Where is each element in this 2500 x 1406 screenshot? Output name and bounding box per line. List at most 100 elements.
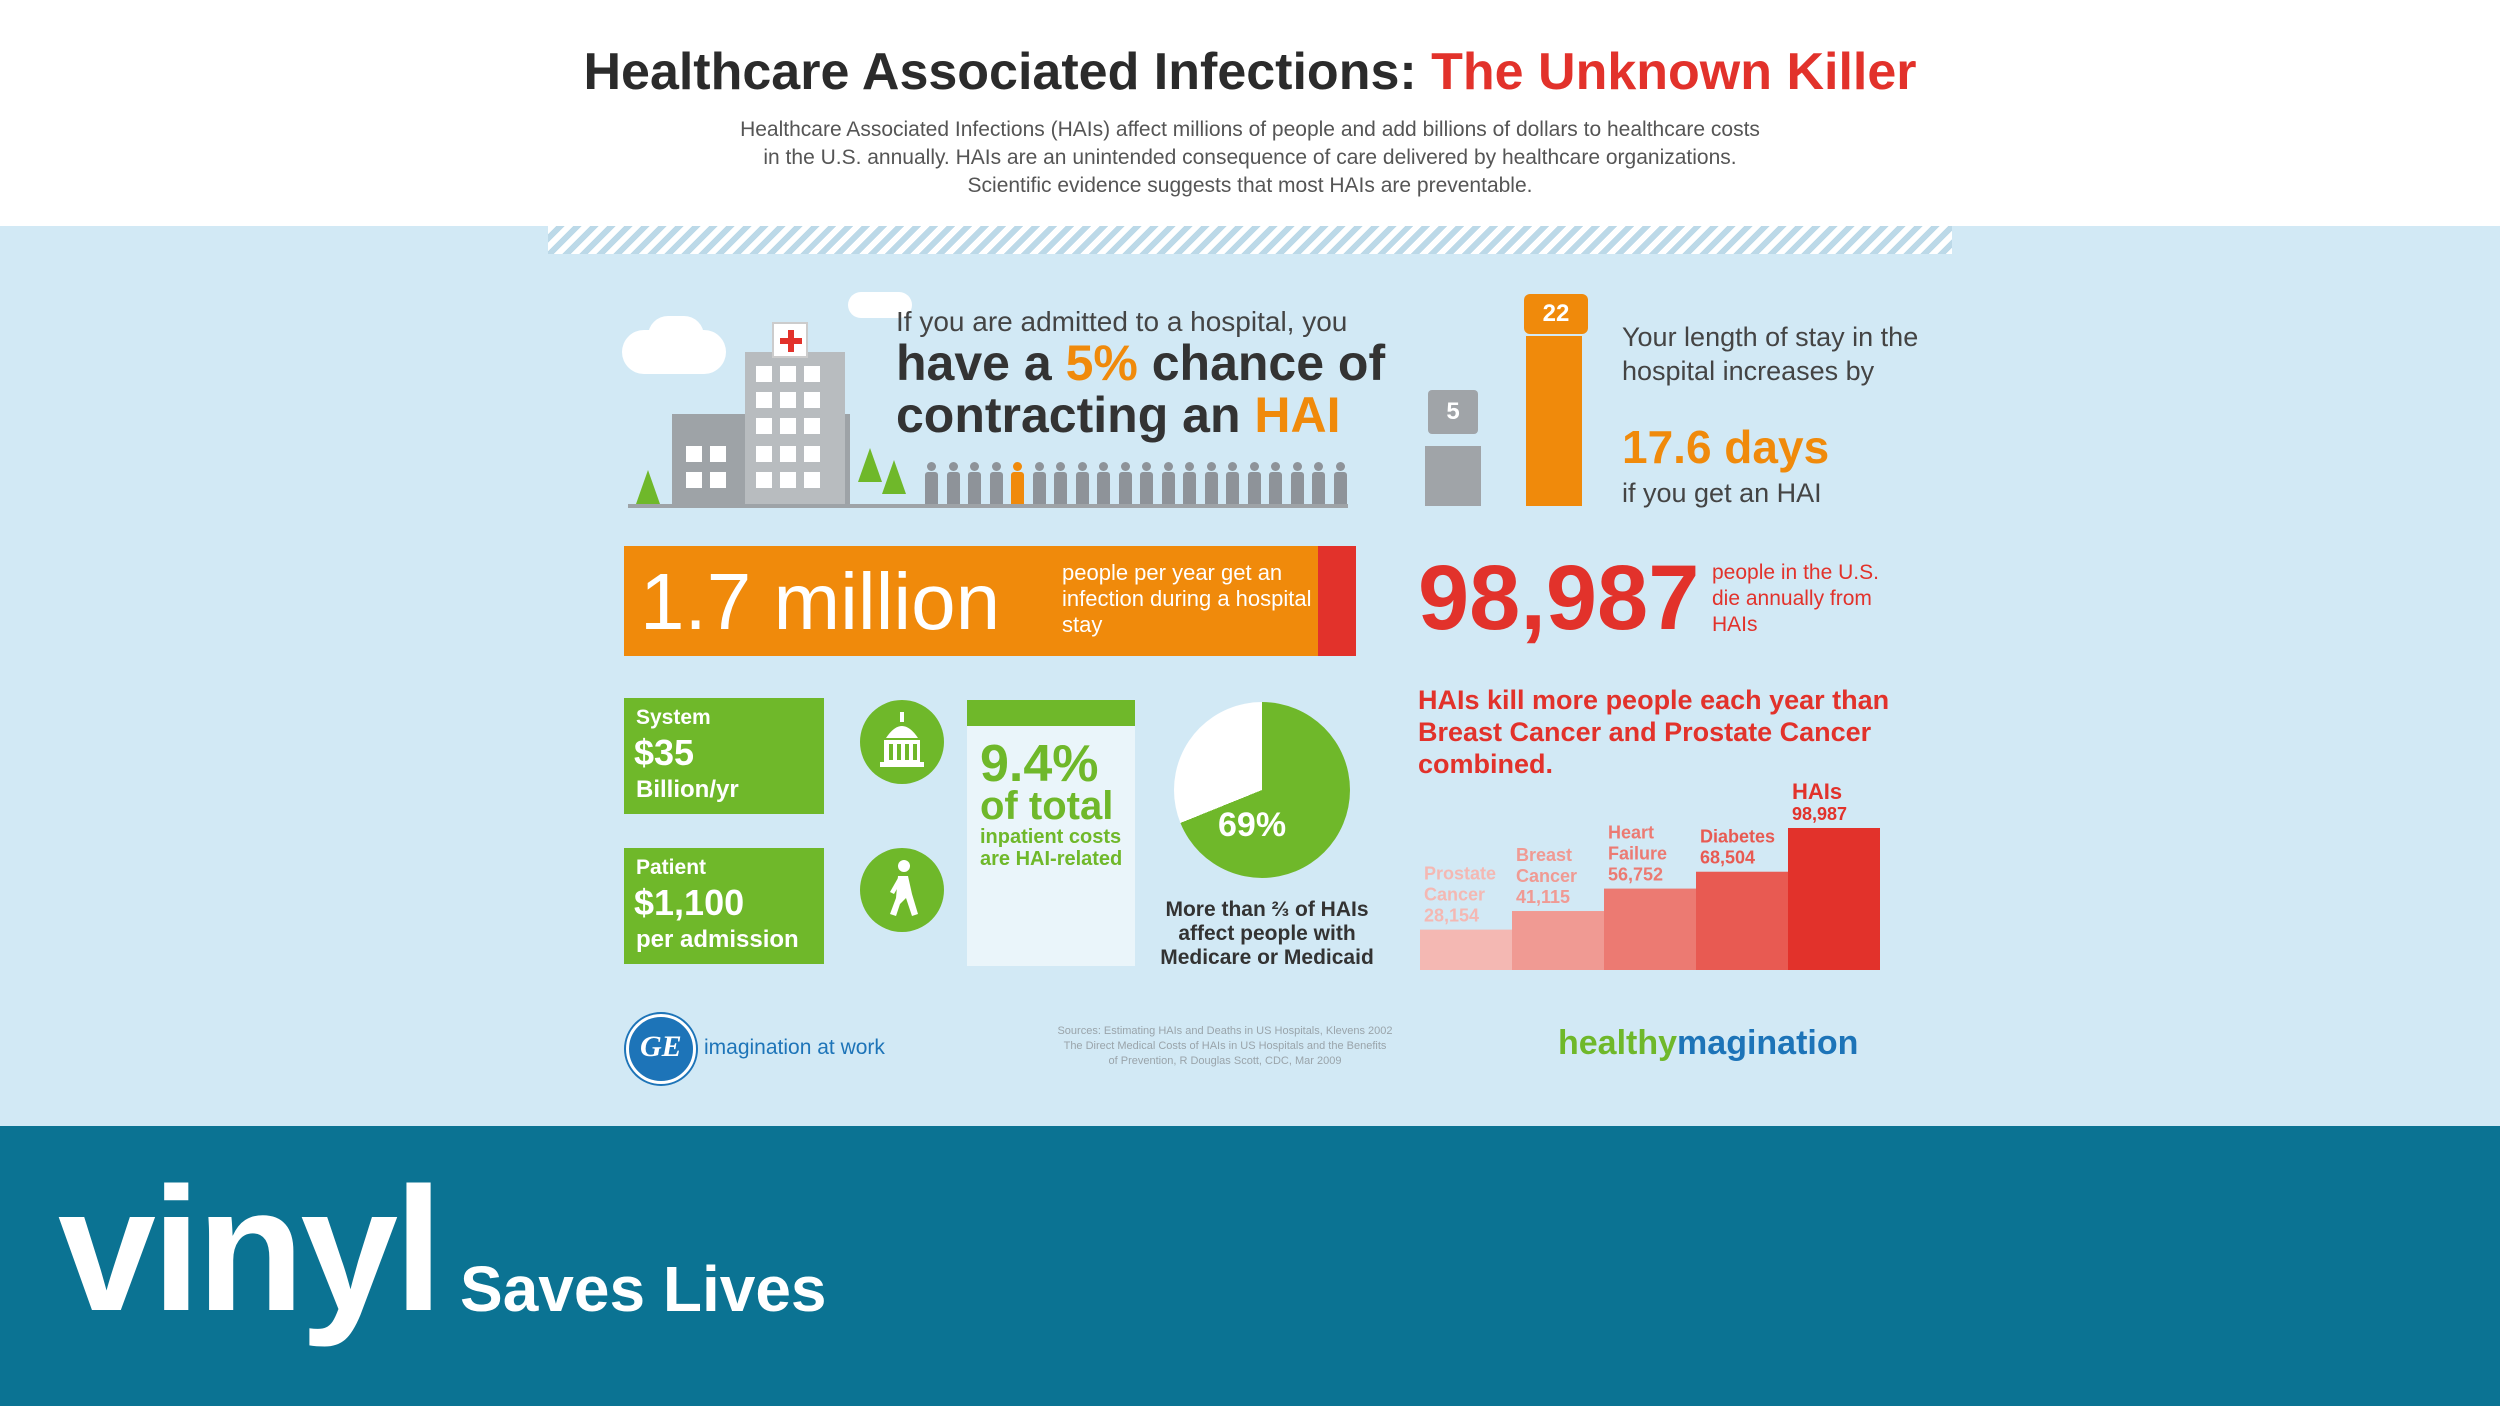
stay-text: Your length of stay in the hospital incr… (1622, 322, 1919, 386)
window (756, 366, 772, 382)
cloud-icon (648, 316, 704, 356)
ge-logo (626, 1014, 696, 1084)
bar-category-label: Breast (1516, 845, 1572, 865)
window (804, 446, 820, 462)
patient-cost-label: Patient (636, 856, 707, 879)
window (756, 392, 772, 408)
intro-line: Scientific evidence suggests that most H… (967, 174, 1533, 197)
bar-value-label: 28,154 (1424, 906, 1479, 926)
chance-hai: HAI (1254, 387, 1341, 443)
healthymagination-logo: healthymagination (1558, 1024, 1858, 1063)
sources-text: Sources: Estimating HAIs and Deaths in U… (1010, 1024, 1440, 1069)
tree-icon (858, 448, 882, 482)
stay-suffix: if you get an HAI (1622, 478, 1822, 508)
tree-icon (636, 470, 660, 504)
bar-prostate-cancer (1420, 929, 1512, 970)
person-icon (1139, 462, 1153, 504)
stay-before-bar (1425, 446, 1481, 506)
bar-category-label: Heart (1608, 823, 1654, 843)
inpatient-cost-card (967, 700, 1135, 966)
chance-text: have a (896, 335, 1066, 391)
title-main: Healthcare Associated Infections: (583, 43, 1432, 101)
window (804, 366, 820, 382)
window (780, 366, 796, 382)
vinyl-tagline: Saves Lives (460, 1253, 827, 1325)
intro-line: Healthcare Associated Infections (HAIs) … (740, 118, 1760, 141)
window (756, 472, 772, 488)
stay-days: 17.6 days (1622, 421, 1830, 473)
bar-category-label: Prostate (1424, 864, 1496, 884)
window (804, 472, 820, 488)
window (710, 446, 726, 462)
intro-line: in the U.S. annually. HAIs are an uninte… (763, 146, 1737, 169)
sources-line: Sources: Estimating HAIs and Deaths in U… (1057, 1025, 1393, 1037)
inpatient-cost-card-top (967, 700, 1135, 726)
medicare-pie-label: 69% (1218, 806, 1287, 844)
infections-number: 1.7 million (640, 557, 1001, 646)
person-icon (989, 462, 1003, 504)
person-icon (1225, 462, 1239, 504)
sources-line: of Prevention, R Douglas Scott, CDC, Mar… (1108, 1055, 1342, 1067)
infographic-header: Healthcare Associated Infections: The Un… (0, 0, 2500, 226)
bar-value-label: 41,115 (1516, 887, 1570, 907)
ge-logo-mark: GE (640, 1030, 682, 1063)
vinyl-brand: vinyl (58, 1152, 443, 1348)
tree-icon (882, 460, 906, 494)
window (804, 418, 820, 434)
deaths-text: people in the U.S. die annually from HAI… (1712, 561, 1879, 636)
bar-breast-cancer (1512, 911, 1604, 970)
system-cost-label: System (636, 706, 711, 729)
bar-value-label: 56,752 (1608, 865, 1663, 885)
stripe-divider (548, 226, 1952, 254)
cloud-icon (848, 292, 912, 318)
person-icon (1010, 462, 1024, 504)
ground-line (628, 504, 1348, 508)
bar-diabetes (1696, 871, 1788, 970)
infections-accent (1318, 546, 1356, 656)
chance-headline-2: contracting an HAI (896, 386, 1340, 444)
infographic-title: Healthcare Associated Infections: The Un… (0, 42, 2500, 102)
magination-text: magination (1677, 1024, 1859, 1062)
title-highlight: The Unknown Killer (1431, 43, 1917, 101)
capitol-icon (860, 700, 944, 784)
deaths-comparison-chart: ProstateCancer28,154BreastCancer41,115He… (1420, 779, 1880, 970)
bar-category-label: Failure (1608, 844, 1667, 864)
person-icon (1075, 462, 1089, 504)
chance-headline: have a 5% chance of (896, 334, 1385, 392)
bar-category-label: Cancer (1424, 885, 1485, 905)
person-icon (1032, 462, 1046, 504)
stay-after-bar (1526, 336, 1582, 506)
system-cost-unit: Billion/yr (636, 776, 739, 803)
window (756, 446, 772, 462)
stay-before-tag: 5 (1428, 390, 1478, 434)
person-icon (1268, 462, 1282, 504)
walking-person-icon (860, 848, 944, 932)
bar-value-label: 98,987 (1792, 804, 1847, 824)
person-icon (1182, 462, 1196, 504)
window (780, 418, 796, 434)
person-icon (1053, 462, 1067, 504)
sources-line: The Direct Medical Costs of HAIs in US H… (1063, 1040, 1387, 1052)
bar-category-label: Diabetes (1700, 827, 1775, 847)
inpatient-of-total: of total (980, 784, 1114, 828)
system-cost-box: System $35 Billion/yr (624, 698, 824, 814)
window (686, 446, 702, 462)
chance-text: chance of (1137, 335, 1386, 391)
infections-text: people per year get an infection during … (1062, 560, 1312, 637)
vinyl-banner (0, 1126, 2500, 1406)
person-icon (1247, 462, 1261, 504)
person-icon (1096, 462, 1110, 504)
bar-heart-failure (1604, 888, 1696, 970)
person-icon (924, 462, 938, 504)
medicare-pie (1174, 702, 1350, 878)
person-icon (1333, 462, 1347, 504)
person-icon (946, 462, 960, 504)
person-icon (1311, 462, 1325, 504)
stay-after-tag: 22 (1524, 294, 1588, 334)
ge-tagline: imagination at work (704, 1036, 885, 1059)
person-icon (1204, 462, 1218, 504)
person-icon (967, 462, 981, 504)
comparison-text: HAIs kill more people each year than Bre… (1418, 685, 1890, 779)
infections-banner (624, 546, 1356, 656)
red-cross-icon (772, 322, 808, 358)
